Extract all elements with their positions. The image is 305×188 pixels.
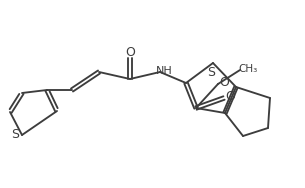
Text: CH₃: CH₃	[239, 64, 258, 74]
Text: S: S	[207, 65, 215, 79]
Text: NH: NH	[156, 66, 172, 76]
Text: S: S	[11, 129, 19, 142]
Text: O: O	[125, 45, 135, 58]
Text: O: O	[225, 90, 235, 104]
Text: O: O	[219, 77, 229, 89]
